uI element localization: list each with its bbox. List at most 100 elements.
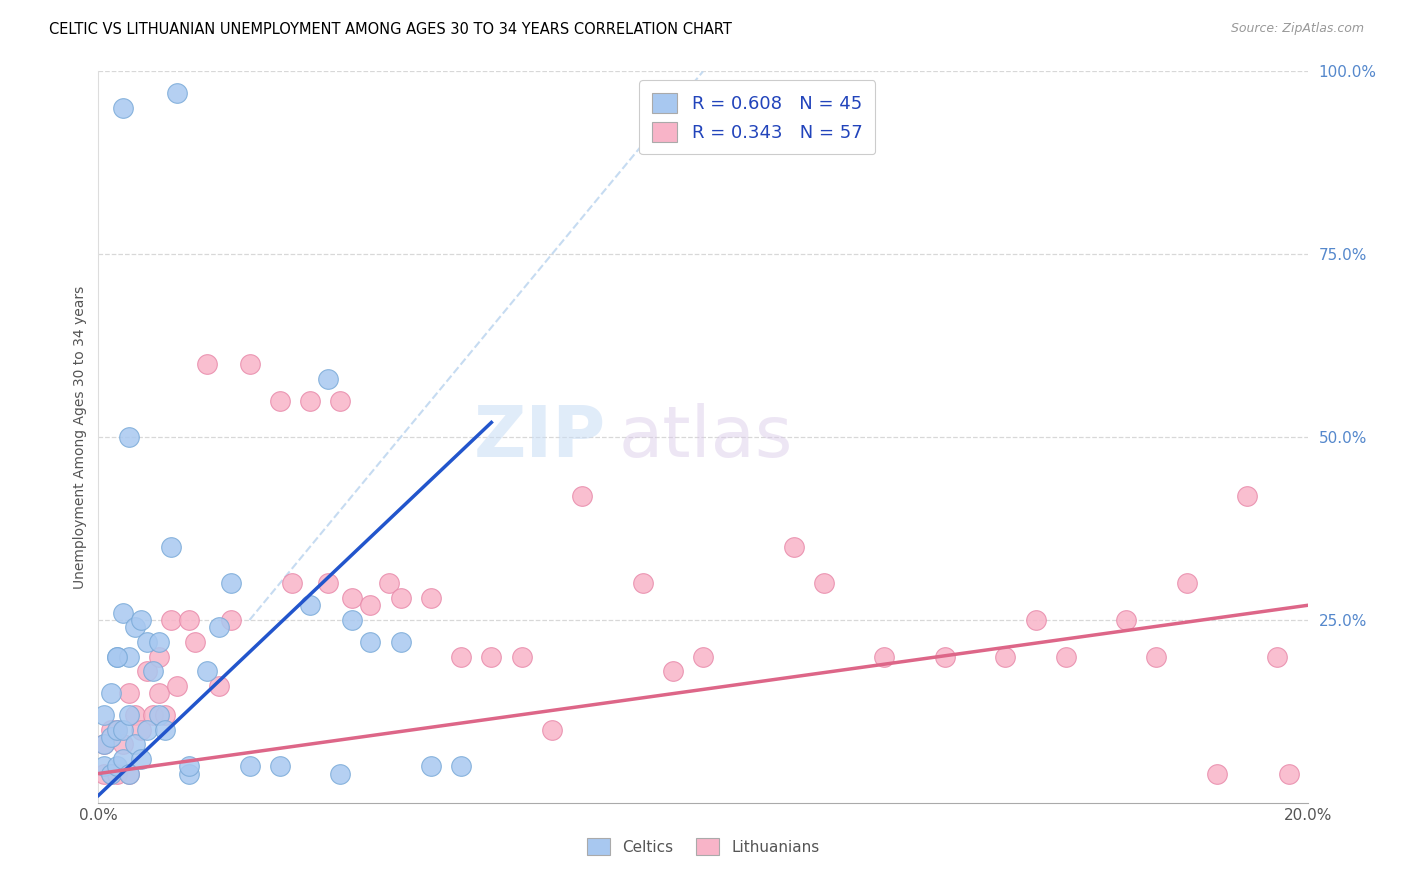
Point (1024, 613, 1046, 627)
Point (129, 752, 152, 766)
Point (100, 766, 122, 780)
Point (111, 737, 134, 751)
Point (184, 635, 207, 649)
Point (316, 371, 339, 385)
Point (360, 599, 382, 613)
Point (195, 357, 218, 371)
Point (111, 723, 134, 737)
Point (783, 540, 806, 554)
Point (329, 393, 352, 408)
Point (93, 759, 115, 773)
Point (93, 766, 115, 780)
Point (329, 766, 352, 780)
Legend: Celtics, Lithuanians: Celtics, Lithuanians (581, 832, 825, 861)
Point (631, 576, 654, 591)
Point (105, 723, 128, 737)
Point (148, 708, 170, 723)
Point (118, 430, 141, 444)
Point (160, 540, 183, 554)
Point (179, 613, 201, 627)
Point (389, 635, 412, 649)
Point (389, 591, 412, 605)
Point (221, 576, 243, 591)
Point (118, 766, 141, 780)
Point (661, 664, 683, 678)
Point (153, 708, 176, 723)
Point (118, 649, 141, 664)
Point (239, 759, 262, 773)
Point (142, 708, 165, 723)
Point (420, 591, 443, 605)
Point (153, 723, 176, 737)
Point (93, 708, 115, 723)
Point (142, 664, 165, 678)
Point (450, 759, 472, 773)
Point (342, 613, 364, 627)
Point (316, 576, 339, 591)
Point (752, 101, 775, 115)
Y-axis label: Unemployment Among Ages 30 to 34 years: Unemployment Among Ages 30 to 34 years (73, 285, 87, 589)
Point (1236, 489, 1258, 503)
Point (510, 649, 533, 664)
Point (221, 613, 243, 627)
Point (100, 730, 122, 744)
Point (179, 759, 201, 773)
Point (148, 635, 170, 649)
Point (1144, 649, 1167, 664)
Text: CELTIC VS LITHUANIAN UNEMPLOYMENT AMONG AGES 30 TO 34 YEARS CORRELATION CHART: CELTIC VS LITHUANIAN UNEMPLOYMENT AMONG … (49, 22, 733, 37)
Point (166, 679, 188, 693)
Point (1175, 576, 1198, 591)
Point (281, 576, 304, 591)
Point (100, 766, 122, 780)
Point (179, 766, 201, 780)
Point (994, 649, 1017, 664)
Point (269, 759, 291, 773)
Point (934, 649, 956, 664)
Point (269, 393, 291, 408)
Point (540, 723, 562, 737)
Point (135, 664, 157, 678)
Point (166, 87, 188, 101)
Point (239, 357, 262, 371)
Text: atlas: atlas (619, 402, 793, 472)
Point (105, 649, 128, 664)
Point (420, 759, 443, 773)
Point (208, 620, 231, 634)
Point (299, 599, 322, 613)
Point (195, 664, 218, 678)
Point (1115, 613, 1137, 627)
Point (1278, 766, 1301, 780)
Point (135, 723, 157, 737)
Point (105, 766, 128, 780)
Point (360, 635, 382, 649)
Point (481, 649, 503, 664)
Point (299, 393, 322, 408)
Point (1054, 649, 1077, 664)
Point (148, 686, 170, 700)
Point (873, 649, 896, 664)
Point (105, 649, 128, 664)
Text: Source: ZipAtlas.com: Source: ZipAtlas.com (1230, 22, 1364, 36)
Point (124, 708, 146, 723)
Point (118, 686, 141, 700)
Point (1206, 766, 1229, 780)
Point (105, 759, 128, 773)
Point (135, 635, 157, 649)
Point (93, 737, 115, 751)
Point (1267, 649, 1289, 664)
Point (160, 613, 183, 627)
Point (692, 649, 714, 664)
Point (571, 489, 593, 503)
Point (377, 576, 399, 591)
Point (129, 723, 152, 737)
Point (124, 620, 146, 634)
Point (105, 723, 128, 737)
Point (124, 737, 146, 751)
Point (450, 649, 472, 664)
Point (93, 737, 115, 751)
Point (118, 708, 141, 723)
Point (208, 679, 231, 693)
Point (100, 686, 122, 700)
Point (129, 613, 152, 627)
Point (342, 591, 364, 605)
